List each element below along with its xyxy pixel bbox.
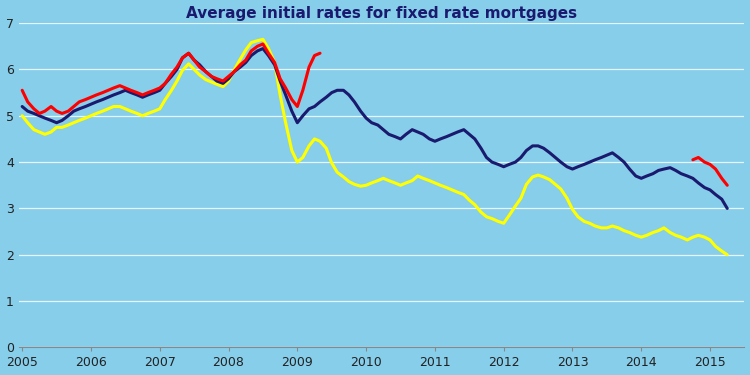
Title: Average initial rates for fixed rate mortgages: Average initial rates for fixed rate mor…	[186, 6, 578, 21]
